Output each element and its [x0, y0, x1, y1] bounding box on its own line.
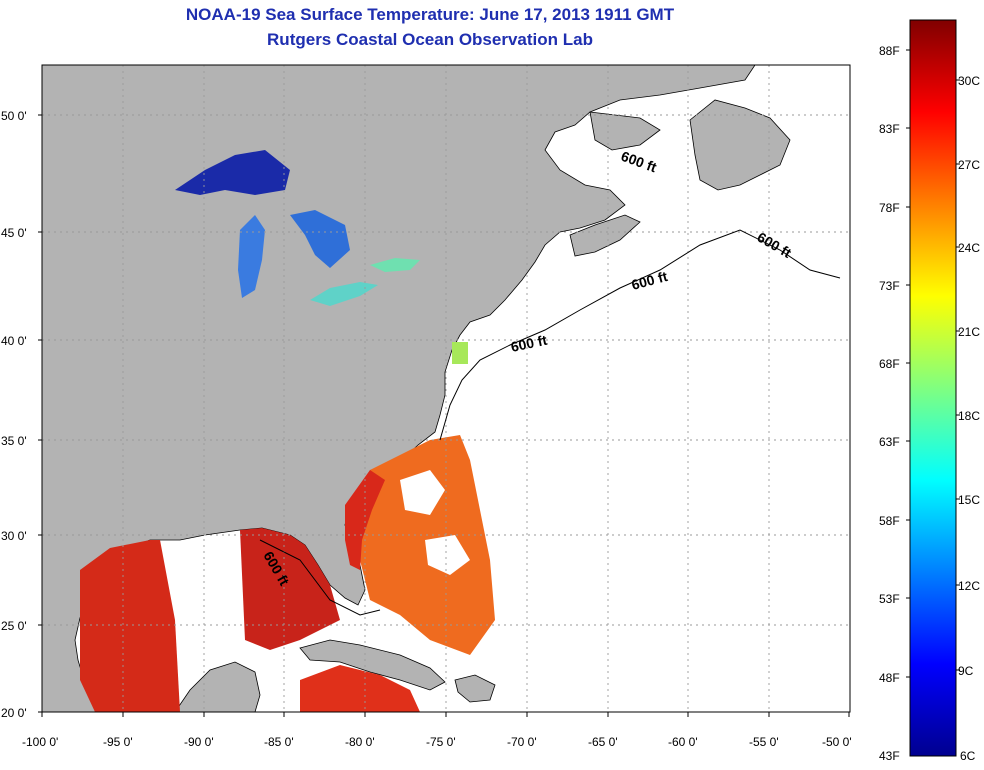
land-hispaniola [454, 674, 496, 703]
colorbar-label-f: 53F [879, 592, 900, 606]
lon-tick-label: -90 0' [184, 735, 214, 749]
lat-tick-label: 30 0' [1, 529, 27, 543]
land-gaspe [589, 111, 661, 151]
colorbar-label-c: 6C [960, 749, 976, 763]
colorbar-label-f: 88F [879, 44, 900, 58]
lon-tick-label: -55 0' [749, 735, 779, 749]
colorbar-label-c: 9C [958, 664, 974, 678]
lat-axis [38, 114, 42, 713]
lon-tick-label: -60 0' [668, 735, 698, 749]
colorbar-label-f: 68F [879, 357, 900, 371]
land-newfoundland [689, 99, 791, 191]
sst-caribbean [300, 665, 420, 712]
colorbar-label-c: 27C [958, 158, 980, 172]
colorbar-ticks [906, 49, 960, 678]
land-yucatan [174, 661, 261, 712]
colorbar-label-f: 73F [879, 279, 900, 293]
lake-huron [290, 210, 350, 268]
lat-tick-label: 50 0' [1, 109, 27, 123]
colorbar-label-c: 18C [958, 409, 980, 423]
lon-tick-label: -70 0' [507, 735, 537, 749]
sst-gulf-west [80, 540, 180, 712]
lat-tick-label: 20 0' [1, 706, 27, 720]
lake-superior [175, 150, 290, 195]
lat-tick-label: 40 0' [1, 334, 27, 348]
colorbar-label-f: 63F [879, 435, 900, 449]
colorbar [909, 19, 957, 757]
lat-tick-label: 45 0' [1, 226, 27, 240]
colorbar-label-c: 15C [958, 493, 980, 507]
colorbar-label-c: 30C [958, 74, 980, 88]
colorbar-label-f: 83F [879, 122, 900, 136]
cloud-patch [400, 470, 445, 515]
lon-tick-label: -65 0' [588, 735, 618, 749]
contour-label: 600 ft [509, 332, 548, 355]
lat-tick-label: 25 0' [1, 619, 27, 633]
land-cuba [299, 639, 446, 691]
colorbar-label-c: 12C [958, 579, 980, 593]
lon-tick-label: -50 0' [822, 735, 852, 749]
colorbar-label-f: 48F [879, 671, 900, 685]
sst-gulf-east [240, 528, 340, 650]
sst-gulfstream-band [345, 470, 385, 570]
lon-tick-label: -85 0' [264, 735, 294, 749]
lon-tick-label: -80 0' [345, 735, 375, 749]
colorbar-label-f: 43F [879, 749, 900, 763]
map-subtitle: Rutgers Coastal Ocean Observation Lab [267, 30, 593, 49]
lake-michigan [238, 215, 265, 298]
colorbar-label-c: 24C [958, 241, 980, 255]
lon-tick-label: -75 0' [426, 735, 456, 749]
colorbar-label-c: 21C [958, 325, 980, 339]
lake-champlain-sst [452, 342, 468, 364]
map-title: NOAA-19 Sea Surface Temperature: June 17… [185, 5, 675, 24]
cloud-patch [425, 535, 470, 575]
colorbar-label-f: 78F [879, 201, 900, 215]
lon-tick-label: -100 0' [22, 735, 58, 749]
contour-600ft-florida [259, 539, 381, 616]
lat-tick-label: 35 0' [1, 434, 27, 448]
graticule [42, 65, 850, 712]
land-nova-scotia [569, 214, 641, 257]
contour-600ft [439, 229, 841, 441]
colorbar-label-f: 58F [879, 514, 900, 528]
lon-axis [41, 712, 850, 717]
sst-atlantic-se [355, 435, 495, 655]
lake-ontario [370, 258, 420, 272]
lake-erie [310, 282, 378, 306]
lon-tick-label: -95 0' [103, 735, 133, 749]
